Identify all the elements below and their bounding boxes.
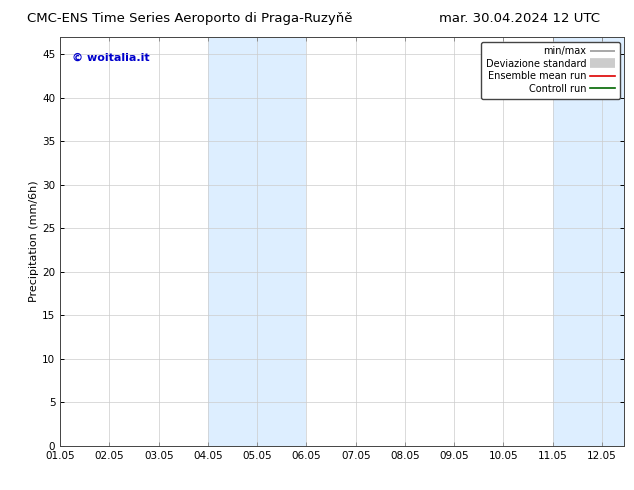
Text: © woitalia.it: © woitalia.it (72, 53, 149, 63)
Legend: min/max, Deviazione standard, Ensemble mean run, Controll run: min/max, Deviazione standard, Ensemble m… (481, 42, 619, 98)
Bar (553, 37, 624, 446)
Text: CMC-ENS Time Series Aeroporto di Praga-Ruzyňě: CMC-ENS Time Series Aeroporto di Praga-R… (27, 12, 353, 25)
Y-axis label: Precipitation (mm/6h): Precipitation (mm/6h) (29, 180, 39, 302)
Text: mar. 30.04.2024 12 UTC: mar. 30.04.2024 12 UTC (439, 12, 600, 25)
Bar (208, 37, 306, 446)
